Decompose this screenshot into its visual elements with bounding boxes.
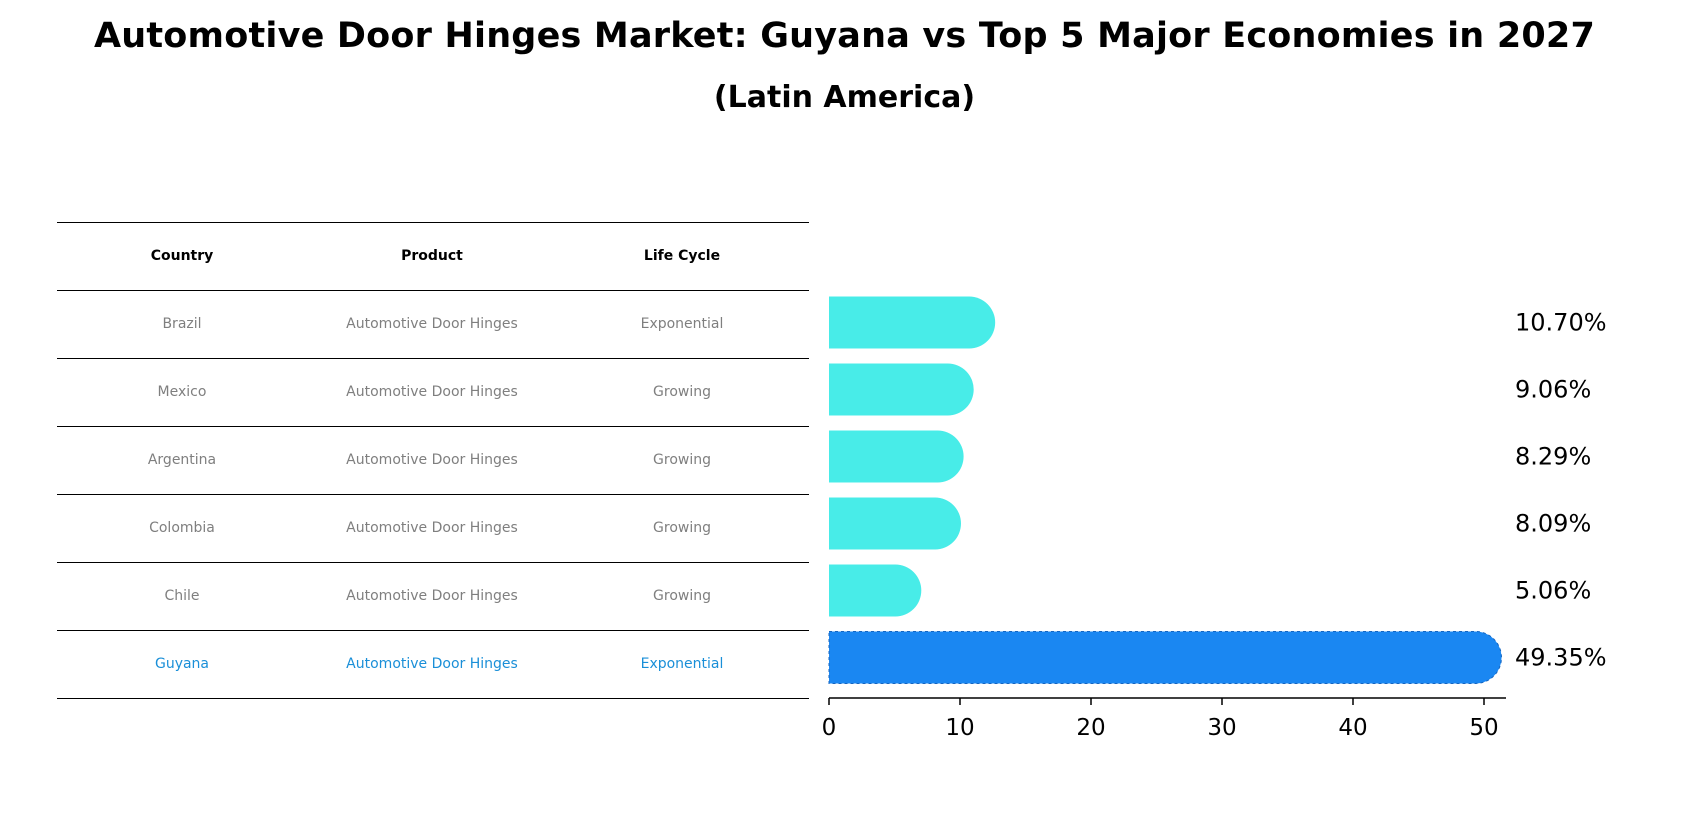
data-label: 49.35% bbox=[1515, 644, 1607, 672]
x-tick-label: 40 bbox=[1338, 715, 1367, 741]
product-cell: Automotive Door Hinges bbox=[346, 656, 518, 672]
table-row: Brazil Automotive Door Hinges Exponentia… bbox=[57, 290, 809, 358]
data-label: 9.06% bbox=[1515, 376, 1591, 404]
table-header-row: Country Product Life Cycle bbox=[57, 222, 809, 290]
data-label: 10.70% bbox=[1515, 309, 1607, 337]
data-label: 8.09% bbox=[1515, 510, 1591, 538]
country-cell: Chile bbox=[164, 588, 200, 604]
product-cell: Automotive Door Hinges bbox=[346, 316, 518, 332]
country-cell: Mexico bbox=[157, 384, 207, 400]
x-tick-label: 20 bbox=[1076, 715, 1105, 741]
table-row: Chile Automotive Door Hinges Growing bbox=[57, 562, 809, 630]
header-life-cycle: Life Cycle bbox=[643, 248, 721, 264]
data-label: 8.29% bbox=[1515, 443, 1591, 471]
chart-subtitle: (Latin America) bbox=[713, 80, 976, 115]
life-cycle-cell: Growing bbox=[653, 452, 711, 468]
country-cell: Argentina bbox=[147, 452, 217, 468]
x-tick-label: 50 bbox=[1469, 715, 1498, 741]
x-tick-label: 0 bbox=[822, 715, 837, 741]
bar-guyana bbox=[828, 631, 1502, 684]
x-tick-label: 10 bbox=[945, 715, 974, 741]
data-label: 5.06% bbox=[1515, 577, 1591, 605]
country-cell: Guyana bbox=[154, 656, 210, 672]
bar-chile bbox=[829, 564, 922, 617]
x-tick-label: 30 bbox=[1207, 715, 1236, 741]
product-cell: Automotive Door Hinges bbox=[346, 452, 518, 468]
market-table: Country Product Life Cycle Brazil Automo… bbox=[57, 222, 809, 699]
table-row: Colombia Automotive Door Hinges Growing bbox=[57, 494, 809, 562]
product-cell: Automotive Door Hinges bbox=[346, 520, 518, 536]
bar-argentina bbox=[829, 430, 964, 483]
life-cycle-cell: Growing bbox=[653, 384, 711, 400]
bar-mexico bbox=[829, 363, 974, 416]
table-row: Argentina Automotive Door Hinges Growing bbox=[57, 426, 809, 494]
bar-brazil bbox=[829, 296, 996, 349]
header-product: Product bbox=[401, 248, 463, 264]
life-cycle-cell: Growing bbox=[653, 520, 711, 536]
country-cell: Colombia bbox=[149, 520, 215, 536]
life-cycle-cell: Exponential bbox=[640, 316, 724, 332]
product-cell: Automotive Door Hinges bbox=[346, 384, 518, 400]
bar-colombia bbox=[829, 497, 961, 550]
life-cycle-cell: Exponential bbox=[640, 656, 724, 672]
table-row: Mexico Automotive Door Hinges Growing bbox=[57, 358, 809, 426]
life-cycle-cell: Growing bbox=[653, 588, 711, 604]
product-cell: Automotive Door Hinges bbox=[346, 588, 518, 604]
header-country: Country bbox=[150, 248, 214, 264]
chart-title: Automotive Door Hinges Market: Guyana vs… bbox=[93, 16, 1596, 56]
country-cell: Brazil bbox=[162, 316, 202, 332]
table-row-highlighted: Guyana Automotive Door Hinges Exponentia… bbox=[57, 630, 809, 699]
